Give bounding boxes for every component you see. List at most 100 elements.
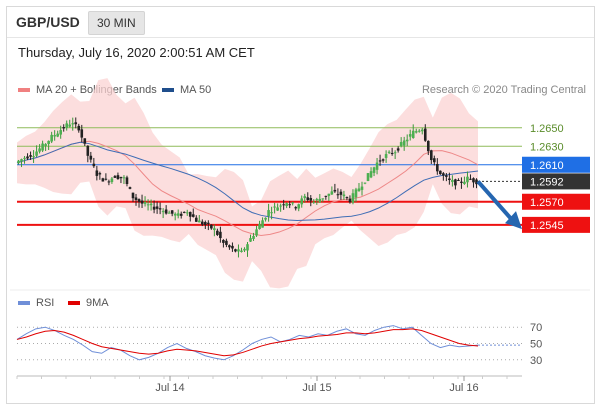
candle-body bbox=[357, 188, 361, 192]
candle-body bbox=[131, 192, 135, 199]
candle-body bbox=[134, 197, 138, 200]
candle-body bbox=[210, 224, 213, 229]
candle-body bbox=[92, 163, 96, 167]
candle-body bbox=[436, 164, 439, 172]
candle-body bbox=[74, 122, 78, 125]
candle-body bbox=[426, 140, 430, 152]
legend-ma50-swatch bbox=[162, 88, 174, 92]
candle-body bbox=[170, 210, 174, 214]
candle-body bbox=[222, 239, 225, 243]
chart-header: GBP/USD 30 MIN bbox=[7, 7, 594, 37]
candle-body bbox=[191, 214, 195, 217]
candle-body bbox=[339, 191, 343, 195]
candle-body bbox=[327, 193, 331, 196]
level-tag-1.2592 bbox=[522, 173, 590, 190]
candle-body bbox=[297, 204, 301, 209]
symbol-label: GBP/USD bbox=[16, 14, 80, 30]
candle-body bbox=[306, 197, 310, 201]
candle-body bbox=[372, 167, 376, 173]
candle-body bbox=[158, 208, 162, 210]
timeframe-badge[interactable]: 30 MIN bbox=[88, 11, 145, 35]
candle-body bbox=[390, 152, 394, 154]
candle-body bbox=[405, 139, 409, 142]
candle-body bbox=[38, 148, 41, 152]
candle-body bbox=[469, 178, 472, 180]
candle-body bbox=[408, 134, 412, 137]
candle-body bbox=[448, 178, 451, 181]
candle-body bbox=[185, 212, 189, 214]
candle-body bbox=[23, 157, 26, 159]
candle-body bbox=[375, 162, 379, 170]
level-label-1.2650: 1.2650 bbox=[530, 123, 564, 135]
candle-body bbox=[243, 248, 246, 251]
candle-body bbox=[86, 145, 90, 156]
header-divider bbox=[7, 37, 594, 38]
candle-body bbox=[411, 130, 415, 138]
candle-body bbox=[225, 240, 228, 245]
candle-body bbox=[56, 133, 59, 137]
candle-body bbox=[433, 158, 436, 163]
candle-body bbox=[366, 173, 370, 181]
candle-body bbox=[140, 200, 144, 204]
candle-body bbox=[119, 176, 123, 179]
candle-body bbox=[285, 203, 288, 206]
candle-body bbox=[333, 189, 337, 192]
candle-body bbox=[143, 201, 147, 204]
candle-body bbox=[155, 206, 159, 209]
candle-body bbox=[261, 220, 264, 228]
candle-body bbox=[204, 222, 207, 225]
x-tick-label: Jul 14 bbox=[155, 382, 184, 394]
candle-body bbox=[429, 150, 433, 161]
candle-body bbox=[255, 229, 258, 236]
forecast-arrow bbox=[476, 180, 516, 224]
candle-body bbox=[128, 187, 132, 189]
candle-body bbox=[194, 217, 198, 222]
candle-body bbox=[288, 204, 291, 206]
rsi-level-label-70: 70 bbox=[530, 322, 542, 334]
candle-body bbox=[71, 123, 75, 125]
candle-body bbox=[273, 206, 276, 208]
candle-body bbox=[65, 123, 69, 128]
candle-body bbox=[231, 245, 234, 249]
candle-body bbox=[451, 179, 454, 182]
candle-body bbox=[201, 221, 204, 225]
candle-body bbox=[381, 159, 385, 161]
candle-body bbox=[315, 199, 319, 201]
x-tick-label: Jul 16 bbox=[449, 382, 478, 394]
candle-body bbox=[240, 250, 243, 252]
candle-body bbox=[439, 170, 442, 175]
candle-body bbox=[264, 217, 267, 220]
forecast-arrow-head bbox=[505, 211, 522, 230]
candle-body bbox=[152, 206, 156, 210]
candle-body bbox=[393, 152, 397, 154]
candle-body bbox=[442, 173, 445, 176]
candle-body bbox=[378, 160, 382, 162]
legend-ma50-label: MA 50 bbox=[180, 84, 212, 96]
legend-rsi: RSI bbox=[18, 297, 54, 309]
candle-body bbox=[116, 175, 120, 180]
candle-body bbox=[420, 129, 424, 132]
rsi-level-label-50: 50 bbox=[530, 339, 542, 351]
candle-body bbox=[454, 179, 457, 186]
candle-body bbox=[50, 134, 53, 142]
legend-ma9-label: 9MA bbox=[86, 297, 109, 309]
candle-body bbox=[35, 151, 38, 156]
candle-body bbox=[348, 198, 352, 203]
timestamp: Thursday, July 16, 2020 2:00:51 AM CET bbox=[18, 45, 255, 60]
candle-body bbox=[89, 155, 93, 160]
bollinger-band bbox=[17, 78, 478, 289]
candle-body bbox=[98, 173, 102, 175]
rsi-ma9-line bbox=[16, 328, 479, 357]
candle-body bbox=[363, 182, 367, 184]
candle-body bbox=[466, 176, 469, 183]
candle-body bbox=[258, 223, 261, 230]
candle-body bbox=[182, 211, 186, 213]
research-credit: Research © 2020 Trading Central bbox=[421, 84, 586, 96]
candle-body bbox=[345, 197, 349, 199]
legend-ma50: MA 50 bbox=[162, 84, 211, 96]
candle-body bbox=[246, 244, 249, 251]
candle-body bbox=[309, 198, 313, 201]
candle-body bbox=[475, 179, 478, 185]
ma20-line bbox=[16, 140, 479, 237]
